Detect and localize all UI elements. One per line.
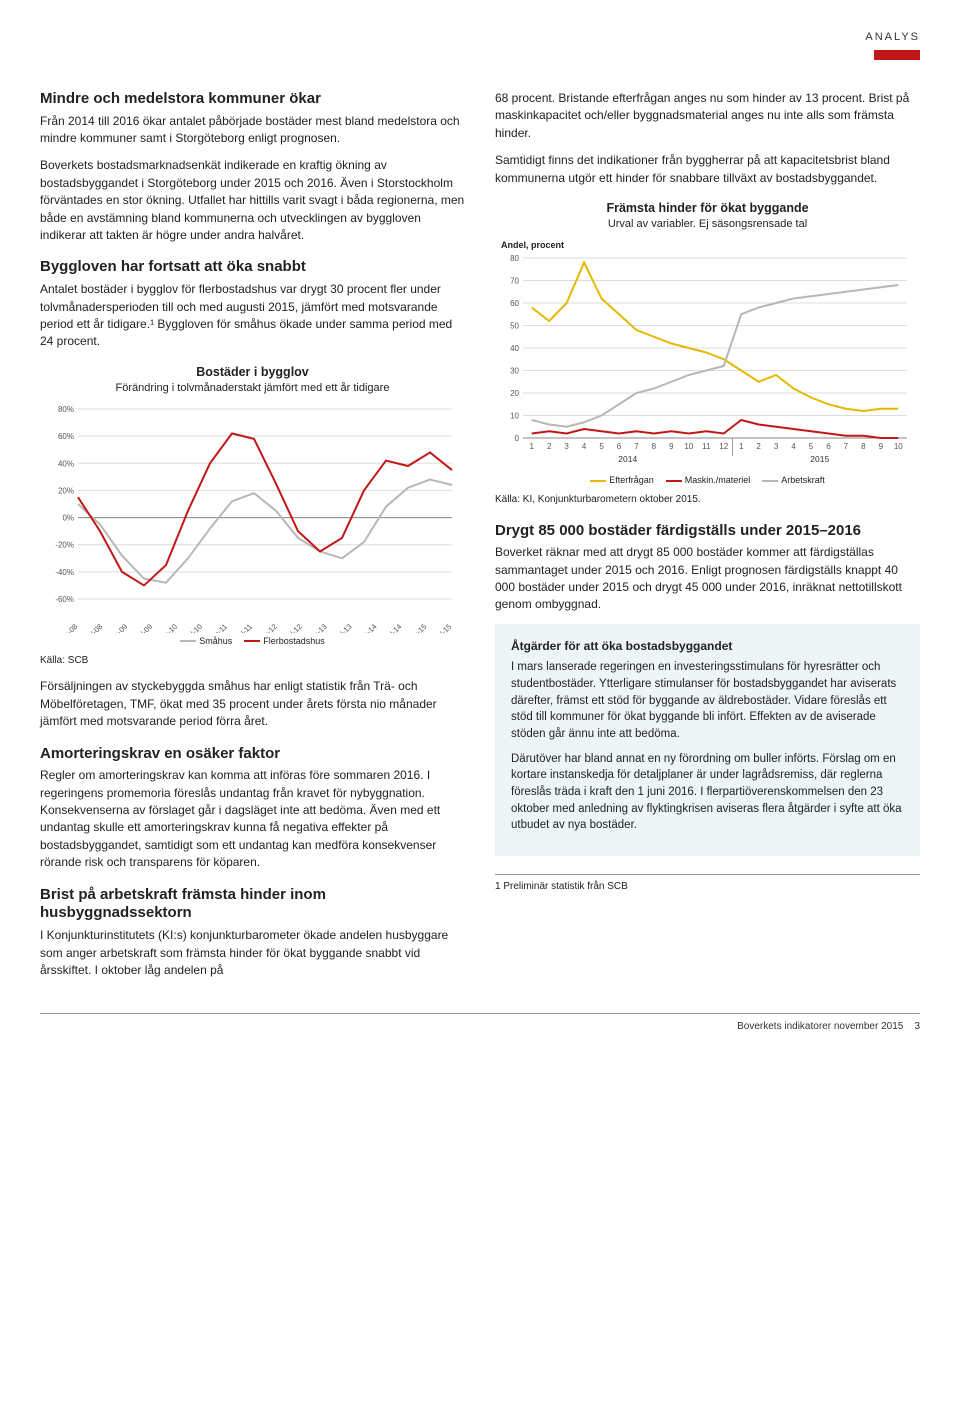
svg-text:2015: 2015	[810, 454, 829, 464]
svg-text:jan-09: jan-09	[107, 622, 129, 633]
svg-text:10: 10	[894, 442, 903, 451]
svg-text:4: 4	[582, 442, 587, 451]
para: Regler om amorteringskrav kan komma att …	[40, 767, 465, 871]
svg-text:0: 0	[515, 434, 520, 443]
footnote: 1 Preliminär statistik från SCB	[495, 874, 920, 895]
svg-text:jan-12: jan-12	[257, 622, 279, 633]
svg-text:60: 60	[510, 299, 519, 308]
svg-text:10: 10	[510, 412, 519, 421]
svg-text:-40%: -40%	[55, 568, 74, 577]
svg-text:3: 3	[774, 442, 779, 451]
chart1-subtitle: Förändring i tolvmånaderstakt jämfört me…	[40, 381, 465, 397]
svg-text:7: 7	[844, 442, 849, 451]
chart1-legend: SmåhusFlerbostadshus	[40, 635, 465, 648]
heading-kommuner: Mindre och medelstora kommuner ökar	[40, 90, 465, 109]
svg-text:5: 5	[599, 442, 604, 451]
svg-text:80%: 80%	[58, 405, 74, 414]
left-column: Mindre och medelstora kommuner ökar Från…	[40, 90, 465, 989]
svg-text:40: 40	[510, 344, 519, 353]
section-label: ANALYS	[40, 30, 920, 46]
svg-text:-20%: -20%	[55, 541, 74, 550]
svg-text:0%: 0%	[62, 513, 74, 522]
main-columns: Mindre och medelstora kommuner ökar Från…	[40, 90, 920, 989]
svg-text:9: 9	[669, 442, 674, 451]
right-column: 68 procent. Bristande efterfrågan anges …	[495, 90, 920, 989]
svg-text:jan-14: jan-14	[357, 622, 379, 633]
svg-text:50: 50	[510, 322, 519, 331]
svg-text:40%: 40%	[58, 459, 74, 468]
footer-pub: Boverkets indikatorer november 2015	[737, 1021, 903, 1032]
svg-text:jul-11: jul-11	[234, 622, 254, 633]
chart2-subtitle: Urval av variabler. Ej säsongsrensade ta…	[495, 217, 920, 233]
info-box-title: Åtgärder för att öka bostadsbyggandet	[511, 638, 904, 655]
svg-text:jan-13: jan-13	[307, 622, 329, 633]
svg-text:6: 6	[617, 442, 622, 451]
heading-fardig: Drygt 85 000 bostäder färdigställs under…	[495, 522, 920, 541]
svg-text:jul-08: jul-08	[84, 622, 104, 633]
svg-text:20%: 20%	[58, 486, 74, 495]
svg-text:jan-08: jan-08	[58, 622, 80, 633]
para: I Konjunkturinstitutets (KI:s) konjunktu…	[40, 927, 465, 979]
svg-text:-60%: -60%	[55, 595, 74, 604]
svg-text:jan-11: jan-11	[208, 622, 229, 633]
svg-text:jul-09: jul-09	[134, 622, 154, 633]
info-box: Åtgärder för att öka bostadsbyggandet I …	[495, 624, 920, 856]
svg-text:80: 80	[510, 254, 519, 263]
heading-arbetskraft: Brist på arbetskraft främsta hinder inom…	[40, 886, 465, 924]
svg-text:70: 70	[510, 277, 519, 286]
svg-text:9: 9	[879, 442, 884, 451]
para: Antalet bostäder i bygglov för flerbosta…	[40, 281, 465, 351]
para: Boverket räknar med att drygt 85 000 bos…	[495, 544, 920, 614]
heading-amortering: Amorteringskrav en osäker faktor	[40, 745, 465, 764]
chart2-ylabel: Andel, procent	[501, 239, 920, 252]
svg-text:2014: 2014	[618, 454, 637, 464]
svg-text:2: 2	[756, 442, 761, 451]
svg-text:1: 1	[530, 442, 535, 451]
svg-text:60%: 60%	[58, 432, 74, 441]
svg-text:10: 10	[684, 442, 693, 451]
chart2-source: Källa: KI, Konjunkturbarometern oktober …	[495, 493, 920, 508]
chart2-title: Främsta hinder för ökat byggande	[495, 199, 920, 217]
para: Boverkets bostadsmarknadsenkät indikerad…	[40, 157, 465, 244]
svg-text:6: 6	[826, 442, 831, 451]
svg-text:jul-15: jul-15	[433, 622, 453, 633]
svg-text:jan-10: jan-10	[157, 622, 179, 633]
svg-text:8: 8	[652, 442, 657, 451]
svg-text:jul-10: jul-10	[184, 622, 204, 633]
chart1-source: Källa: SCB	[40, 654, 465, 669]
svg-text:jul-14: jul-14	[384, 622, 404, 633]
svg-text:30: 30	[510, 367, 519, 376]
chart1-title: Bostäder i bygglov	[40, 363, 465, 381]
page-footer: Boverkets indikatorer november 2015 3	[40, 1013, 920, 1035]
svg-text:8: 8	[861, 442, 866, 451]
chart2-legend: EfterfråganMaskin./materielArbetskraft	[495, 474, 920, 487]
svg-text:4: 4	[791, 442, 796, 451]
svg-text:11: 11	[702, 442, 711, 451]
svg-text:5: 5	[809, 442, 814, 451]
svg-text:jul-13: jul-13	[334, 622, 354, 633]
svg-text:3: 3	[564, 442, 569, 451]
accent-bar	[874, 50, 920, 60]
para: Samtidigt finns det indikationer från by…	[495, 152, 920, 187]
info-box-para: I mars lanserade regeringen en investeri…	[511, 659, 904, 742]
para: Försäljningen av styckebyggda småhus har…	[40, 678, 465, 730]
svg-text:12: 12	[719, 442, 728, 451]
para: Från 2014 till 2016 ökar antalet påbörja…	[40, 113, 465, 148]
svg-text:2: 2	[547, 442, 552, 451]
svg-text:jan-15: jan-15	[407, 622, 429, 633]
info-box-para: Därutöver har bland annat en ny förordni…	[511, 751, 904, 834]
footer-page: 3	[914, 1021, 920, 1032]
svg-text:1: 1	[739, 442, 744, 451]
heading-bygglov: Byggloven har fortsatt att öka snabbt	[40, 258, 465, 277]
svg-text:jul-12: jul-12	[284, 622, 304, 633]
para: 68 procent. Bristande efterfrågan anges …	[495, 90, 920, 142]
svg-text:7: 7	[634, 442, 639, 451]
chart2: 0102030405060708012345678910111212345678…	[495, 252, 920, 487]
svg-text:20: 20	[510, 389, 519, 398]
chart1: -60%-40%-20%0%20%40%60%80%jan-08jul-08ja…	[40, 403, 465, 648]
